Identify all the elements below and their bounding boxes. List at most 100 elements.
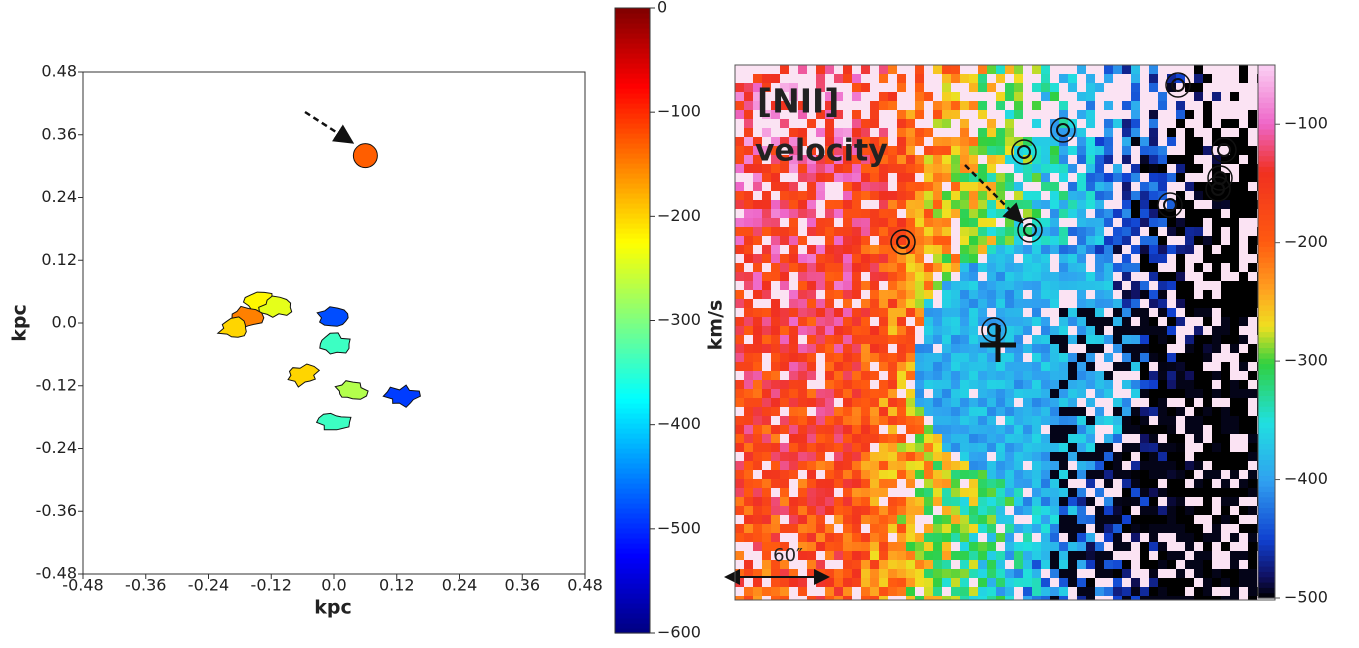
map-pixel bbox=[906, 191, 915, 200]
map-pixel bbox=[960, 137, 969, 146]
map-pixel bbox=[1041, 452, 1050, 461]
map-pixel bbox=[1212, 236, 1221, 245]
map-pixel bbox=[933, 389, 942, 398]
map-pixel bbox=[906, 272, 915, 281]
map-pixel bbox=[1158, 425, 1167, 434]
map-pixel bbox=[1095, 227, 1104, 236]
map-pixel bbox=[1095, 560, 1104, 569]
map-pixel bbox=[1194, 353, 1203, 362]
map-pixel bbox=[951, 497, 960, 506]
map-pixel bbox=[834, 389, 843, 398]
map-pixel bbox=[1167, 578, 1176, 587]
map-pixel bbox=[816, 245, 825, 254]
map-pixel bbox=[1122, 209, 1131, 218]
map-pixel bbox=[897, 569, 906, 578]
map-pixel bbox=[1185, 299, 1194, 308]
map-pixel bbox=[789, 389, 798, 398]
map-pixel bbox=[1014, 569, 1023, 578]
map-pixel bbox=[1095, 191, 1104, 200]
map-pixel bbox=[870, 461, 879, 470]
map-pixel bbox=[897, 137, 906, 146]
map-pixel bbox=[1005, 578, 1014, 587]
map-pixel bbox=[780, 506, 789, 515]
map-pixel bbox=[1167, 317, 1176, 326]
colorbar-tick-label: −400 bbox=[1284, 469, 1328, 488]
map-pixel bbox=[960, 389, 969, 398]
map-pixel bbox=[807, 182, 816, 191]
map-pixel bbox=[843, 218, 852, 227]
colorbar-segment bbox=[1258, 459, 1275, 465]
map-pixel bbox=[1041, 290, 1050, 299]
map-pixel bbox=[1239, 128, 1248, 137]
map-pixel bbox=[1203, 209, 1212, 218]
map-pixel bbox=[735, 434, 744, 443]
map-pixel bbox=[1095, 380, 1104, 389]
map-pixel bbox=[1086, 308, 1095, 317]
map-pixel bbox=[735, 200, 744, 209]
map-pixel bbox=[1014, 560, 1023, 569]
map-pixel bbox=[1122, 173, 1131, 182]
map-pixel bbox=[897, 74, 906, 83]
colorbar-segment bbox=[1258, 342, 1275, 348]
map-pixel bbox=[1230, 416, 1239, 425]
map-pixel bbox=[879, 416, 888, 425]
map-pixel bbox=[1194, 137, 1203, 146]
map-pixel bbox=[1149, 83, 1158, 92]
map-pixel bbox=[1059, 497, 1068, 506]
map-pixel bbox=[843, 425, 852, 434]
map-pixel bbox=[1041, 254, 1050, 263]
map-pixel bbox=[1149, 569, 1158, 578]
map-pixel bbox=[1122, 344, 1131, 353]
map-title: velocity bbox=[755, 134, 888, 169]
map-pixel bbox=[1131, 191, 1140, 200]
map-pixel bbox=[1041, 560, 1050, 569]
map-pixel bbox=[1239, 308, 1248, 317]
map-pixel bbox=[852, 470, 861, 479]
map-pixel bbox=[888, 524, 897, 533]
map-pixel bbox=[1239, 506, 1248, 515]
map-pixel bbox=[834, 335, 843, 344]
map-pixel bbox=[951, 479, 960, 488]
map-pixel bbox=[789, 245, 798, 254]
map-pixel bbox=[1149, 227, 1158, 236]
map-pixel bbox=[789, 578, 798, 587]
colorbar-segment bbox=[615, 363, 650, 369]
map-pixel bbox=[870, 182, 879, 191]
map-pixel bbox=[753, 398, 762, 407]
map-pixel bbox=[1212, 128, 1221, 137]
colorbar-segment bbox=[1258, 374, 1275, 380]
colorbar-segment bbox=[1258, 390, 1275, 396]
map-pixel bbox=[870, 416, 879, 425]
map-pixel bbox=[1023, 254, 1032, 263]
map-pixel bbox=[1041, 173, 1050, 182]
map-pixel bbox=[1041, 137, 1050, 146]
colorbar-segment bbox=[615, 23, 650, 29]
map-pixel bbox=[1086, 137, 1095, 146]
map-pixel bbox=[1095, 452, 1104, 461]
map-pixel bbox=[951, 101, 960, 110]
map-pixel bbox=[897, 191, 906, 200]
map-pixel bbox=[1176, 272, 1185, 281]
map-pixel bbox=[1077, 155, 1086, 164]
map-pixel bbox=[1059, 560, 1068, 569]
map-pixel bbox=[1032, 461, 1041, 470]
map-pixel bbox=[1095, 236, 1104, 245]
map-pixel bbox=[1239, 407, 1248, 416]
map-pixel bbox=[1185, 578, 1194, 587]
map-pixel bbox=[978, 479, 987, 488]
map-pixel bbox=[1158, 281, 1167, 290]
map-pixel bbox=[1068, 497, 1077, 506]
map-pixel bbox=[798, 578, 807, 587]
map-pixel bbox=[1104, 218, 1113, 227]
map-pixel bbox=[996, 488, 1005, 497]
map-pixel bbox=[906, 209, 915, 218]
map-pixel bbox=[1248, 389, 1257, 398]
map-pixel bbox=[1113, 209, 1122, 218]
colorbar-segment bbox=[615, 268, 650, 274]
map-pixel bbox=[1212, 344, 1221, 353]
map-pixel bbox=[1077, 218, 1086, 227]
map-pixel bbox=[969, 479, 978, 488]
map-pixel bbox=[735, 461, 744, 470]
colorbar-segment bbox=[615, 98, 650, 104]
map-pixel bbox=[789, 182, 798, 191]
